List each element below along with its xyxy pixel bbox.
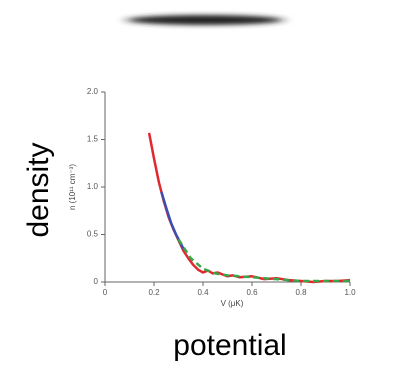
y-tick-label: 0.5 xyxy=(87,230,99,239)
y-tick-label: 1.0 xyxy=(87,182,99,191)
x-tick-label: 0.8 xyxy=(295,288,307,297)
x-tick-label: 0.6 xyxy=(246,288,258,297)
series-line xyxy=(179,239,351,281)
y-tick-label: 2.0 xyxy=(87,87,99,96)
y-tick-label: 1.5 xyxy=(87,135,99,144)
x-tick-label: 1.0 xyxy=(344,288,356,297)
page: {"chart_data": {"type": "line", "outer_y… xyxy=(0,0,395,366)
outer-y-label: density xyxy=(22,142,55,237)
y-tick-label: 0 xyxy=(94,277,99,286)
outer-x-label: potential xyxy=(173,329,286,362)
series-line xyxy=(149,133,350,282)
chart: density potential V (μK) n (10¹¹ cm⁻³) 0… xyxy=(0,0,395,366)
x-axis-label: V (μK) xyxy=(221,299,244,308)
x-tick-label: 0.2 xyxy=(148,288,160,297)
x-tick-label: 0.4 xyxy=(197,288,209,297)
y-axis-label: n (10¹¹ cm⁻³) xyxy=(68,164,77,210)
atom-cloud-image xyxy=(127,15,283,25)
x-tick-label: 0 xyxy=(103,288,108,297)
